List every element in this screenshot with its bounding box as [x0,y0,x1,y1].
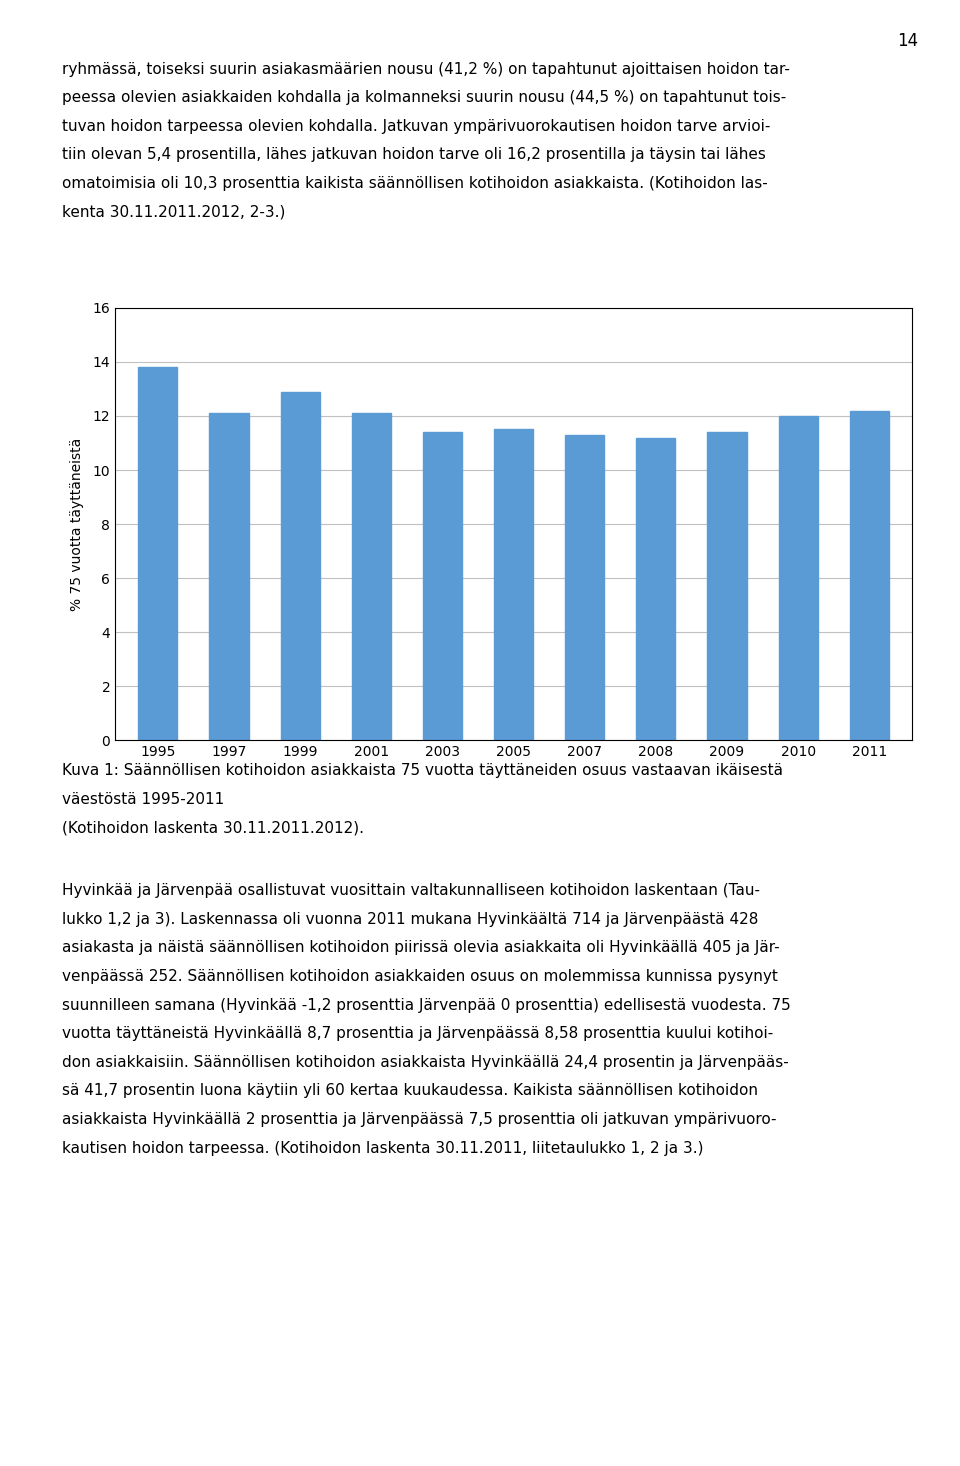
Bar [850,410,889,740]
Bar [494,430,533,740]
Text: Hyvinkää ja Järvenpää osallistuvat vuosittain valtakunnalliseen kotihoidon laske: Hyvinkää ja Järvenpää osallistuvat vuosi… [62,883,760,899]
Bar [280,391,320,740]
Text: tiin olevan 5,4 prosentilla, lähes jatkuvan hoidon tarve oli 16,2 prosentilla ja: tiin olevan 5,4 prosentilla, lähes jatku… [62,147,766,163]
Text: tuvan hoidon tarpeessa olevien kohdalla. Jatkuvan ympärivuorokautisen hoidon tar: tuvan hoidon tarpeessa olevien kohdalla.… [62,119,771,133]
Text: kenta 30.11.2011.2012, 2-3.): kenta 30.11.2011.2012, 2-3.) [62,204,286,220]
Text: kautisen hoidon tarpeessa. (Kotihoidon laskenta 30.11.2011, liitetaulukko 1, 2 j: kautisen hoidon tarpeessa. (Kotihoidon l… [62,1141,704,1155]
Bar [708,432,747,740]
Y-axis label: % 75 vuotta täyttäneistä: % 75 vuotta täyttäneistä [70,437,84,611]
Text: lukko 1,2 ja 3). Laskennassa oli vuonna 2011 mukana Hyvinkäältä 714 ja Järvenpää: lukko 1,2 ja 3). Laskennassa oli vuonna … [62,912,758,927]
Text: Kuva 1: Säännöllisen kotihoidon asiakkaista 75 vuotta täyttäneiden osuus vastaav: Kuva 1: Säännöllisen kotihoidon asiakkai… [62,764,783,778]
Text: sä 41,7 prosentin luona käytiin yli 60 kertaa kuukaudessa. Kaikista säännöllisen: sä 41,7 prosentin luona käytiin yli 60 k… [62,1083,758,1098]
Bar [565,435,604,740]
Bar [351,413,391,740]
Text: väestöstä 1995-2011: väestöstä 1995-2011 [62,792,225,806]
Text: (Kotihoidon laskenta 30.11.2011.2012).: (Kotihoidon laskenta 30.11.2011.2012). [62,821,365,836]
Bar [423,432,462,740]
Text: asiakasta ja näistä säännöllisen kotihoidon piirissä olevia asiakkaita oli Hyvin: asiakasta ja näistä säännöllisen kotihoi… [62,941,780,956]
Text: venpäässä 252. Säännöllisen kotihoidon asiakkaiden osuus on molemmissa kunnissa : venpäässä 252. Säännöllisen kotihoidon a… [62,969,779,984]
Text: suunnilleen samana (Hyvinkää -1,2 prosenttia Järvenpää 0 prosenttia) edellisestä: suunnilleen samana (Hyvinkää -1,2 prosen… [62,998,791,1013]
Text: asiakkaista Hyvinkäällä 2 prosenttia ja Järvenpäässä 7,5 prosenttia oli jatkuvan: asiakkaista Hyvinkäällä 2 prosenttia ja … [62,1113,777,1127]
Text: ryhmässä, toiseksi suurin asiakasmäärien nousu (41,2 %) on tapahtunut ajoittaise: ryhmässä, toiseksi suurin asiakasmäärien… [62,62,790,76]
Text: don asiakkaisiin. Säännöllisen kotihoidon asiakkaista Hyvinkäällä 24,4 prosentin: don asiakkaisiin. Säännöllisen kotihoido… [62,1056,789,1070]
Text: 14: 14 [897,32,918,50]
Bar [209,413,249,740]
Text: peessa olevien asiakkaiden kohdalla ja kolmanneksi suurin nousu (44,5 %) on tapa: peessa olevien asiakkaiden kohdalla ja k… [62,91,786,106]
Text: omatoimisia oli 10,3 prosenttia kaikista säännöllisen kotihoidon asiakkaista. (K: omatoimisia oli 10,3 prosenttia kaikista… [62,176,768,191]
Text: vuotta täyttäneistä Hyvinkäällä 8,7 prosenttia ja Järvenpäässä 8,58 prosenttia k: vuotta täyttäneistä Hyvinkäällä 8,7 pros… [62,1026,774,1041]
Bar [138,368,178,740]
Bar [779,416,818,740]
Bar [636,437,676,740]
